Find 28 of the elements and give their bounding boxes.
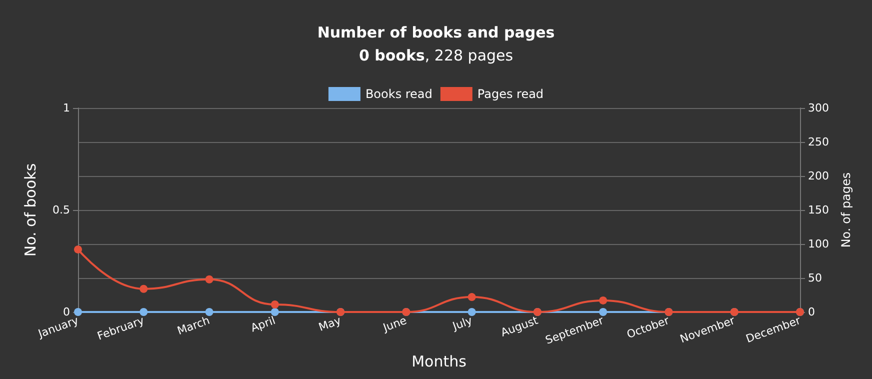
legend-label: Pages read: [477, 87, 544, 101]
x-tick-label: May: [316, 314, 344, 334]
y2-tick-label: 150: [808, 204, 829, 216]
point: [599, 296, 608, 304]
chart-subtitle: 0 books, 228 pages: [358, 46, 514, 64]
point: [270, 300, 279, 309]
y2-tick-label: 250: [808, 136, 829, 148]
y-tick-label: 1: [63, 102, 70, 114]
x-axis-title: Months: [412, 352, 467, 370]
x-tick-label: April: [249, 314, 278, 335]
y2-tick-label: 50: [808, 272, 822, 284]
y2-tick-label: 300: [808, 102, 829, 114]
point: [74, 245, 82, 254]
x-tick-label: July: [450, 314, 474, 334]
chart-title: Number of books and pages: [317, 24, 555, 42]
x-tick-label: March: [176, 314, 212, 338]
y2-tick-label: 200: [808, 170, 829, 182]
x-tick-label: June: [380, 314, 409, 335]
y-tick-label: 0.5: [52, 204, 70, 216]
point: [468, 293, 476, 302]
legend-label: Books read: [365, 87, 432, 101]
point: [205, 275, 214, 284]
y2-tick-label: 0: [808, 306, 815, 318]
y2-axis-title: No. of pages: [838, 172, 853, 248]
point: [140, 284, 148, 293]
y2-tick-label: 100: [808, 238, 829, 250]
y-axis-title: No. of books: [22, 163, 40, 257]
y-tick-label: 0: [63, 306, 70, 318]
